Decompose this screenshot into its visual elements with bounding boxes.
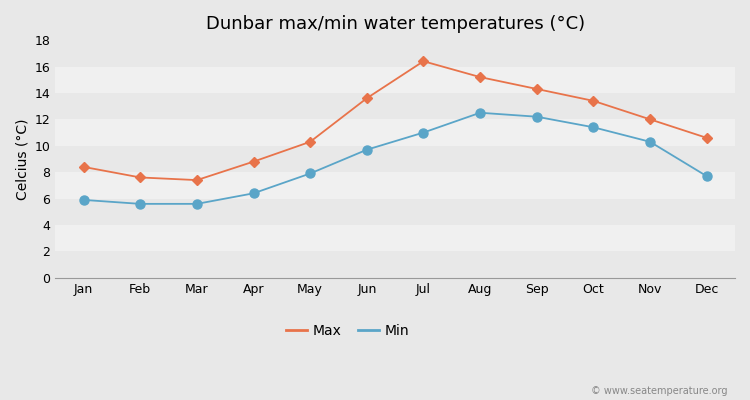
- Bar: [56, 93, 735, 119]
- Min: [702, 174, 711, 178]
- Min: [589, 125, 598, 130]
- Max: [646, 117, 655, 122]
- Min: [419, 130, 428, 135]
- Min: [136, 202, 145, 206]
- Max: [419, 59, 428, 64]
- Line: Max: Max: [80, 58, 710, 184]
- Bar: [56, 198, 735, 225]
- Bar: [56, 252, 735, 278]
- Min: [79, 198, 88, 202]
- Max: [476, 75, 484, 80]
- Max: [193, 178, 202, 182]
- Min: [249, 191, 258, 196]
- Max: [79, 164, 88, 169]
- Text: © www.seatemperature.org: © www.seatemperature.org: [591, 386, 728, 396]
- Y-axis label: Celcius (°C): Celcius (°C): [15, 118, 29, 200]
- Max: [362, 96, 371, 101]
- Min: [306, 171, 315, 176]
- Min: [646, 139, 655, 144]
- Min: [193, 202, 202, 206]
- Max: [306, 139, 315, 144]
- Min: [532, 114, 542, 119]
- Max: [532, 86, 542, 91]
- Bar: [56, 40, 735, 66]
- Min: [476, 110, 484, 115]
- Max: [136, 175, 145, 180]
- Bar: [56, 66, 735, 93]
- Max: [249, 159, 258, 164]
- Bar: [56, 225, 735, 252]
- Max: [589, 98, 598, 103]
- Bar: [56, 146, 735, 172]
- Title: Dunbar max/min water temperatures (°C): Dunbar max/min water temperatures (°C): [206, 15, 585, 33]
- Max: [702, 136, 711, 140]
- Line: Min: Min: [79, 108, 711, 208]
- Min: [362, 147, 371, 152]
- Bar: [56, 172, 735, 198]
- Legend: Max, Min: Max, Min: [280, 318, 415, 343]
- Bar: [56, 119, 735, 146]
